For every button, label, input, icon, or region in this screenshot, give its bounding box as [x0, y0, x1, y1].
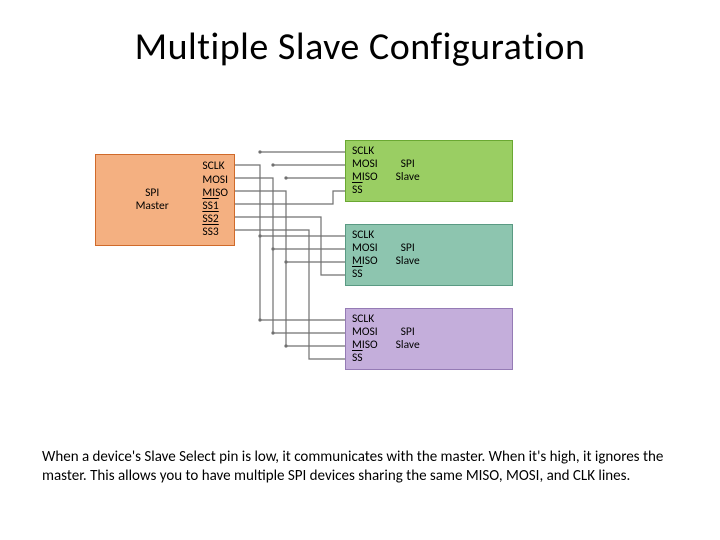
- slave-0-pin-ss: SS: [352, 184, 378, 197]
- spi-master-label: SPI Master: [102, 187, 202, 213]
- spi-slave-pins-2: SCLKMOSIMISOSS: [352, 313, 378, 366]
- slave-1-pin-ss: SS: [352, 268, 378, 281]
- footer-text: When a device's Slave Select pin is low,…: [42, 448, 678, 486]
- spi-slave-pins-0: SCLKMOSIMISOSS: [352, 145, 378, 198]
- slave-2-pin-ss: SS: [352, 352, 378, 365]
- slave-0-pin-sclk: SCLK: [352, 145, 378, 158]
- spi-diagram: SPI Master SCLKMOSIMISOSS1SS2SS3 SCLKMOS…: [95, 140, 625, 400]
- slide-title: Multiple Slave Configuration: [0, 24, 720, 70]
- spi-slave-pins-1: SCLKMOSIMISOSS: [352, 229, 378, 282]
- spi-slave-label-2: SPI Slave: [396, 326, 420, 352]
- spi-master-pins: SCLKMOSIMISOSS1SS2SS3: [202, 160, 228, 239]
- spi-slave-block-1: SCLKMOSIMISOSS SPI Slave: [345, 224, 513, 286]
- spi-slave-block-0: SCLKMOSIMISOSS SPI Slave: [345, 140, 513, 202]
- slave-1-pin-sclk: SCLK: [352, 229, 378, 242]
- master-pin-sclk: SCLK: [202, 160, 228, 173]
- master-pin-ss3: SS3: [202, 226, 228, 239]
- slave-2-pin-sclk: SCLK: [352, 313, 378, 326]
- spi-slave-label-0: SPI Slave: [396, 158, 420, 184]
- spi-slave-label-1: SPI Slave: [396, 242, 420, 268]
- spi-master-block: SPI Master SCLKMOSIMISOSS1SS2SS3: [95, 154, 235, 246]
- master-pin-mosi: MOSI: [202, 174, 228, 187]
- spi-slave-block-2: SCLKMOSIMISOSS SPI Slave: [345, 308, 513, 370]
